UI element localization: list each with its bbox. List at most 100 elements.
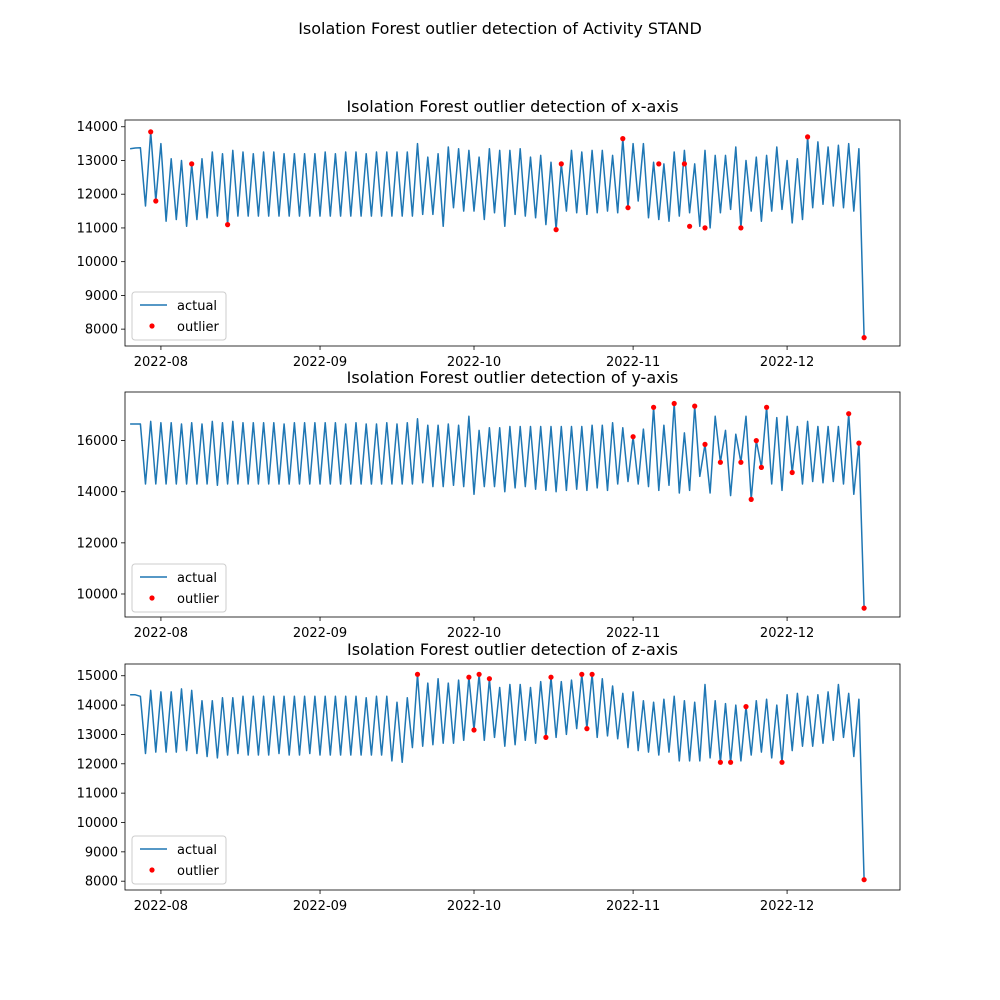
outlier-point — [148, 129, 154, 135]
x-tick-label: 2022-12 — [760, 626, 814, 641]
x-axis-ticks: 2022-08 2022-09 2022-10 2022-11 2022-12 — [134, 890, 814, 914]
outlier-points — [148, 129, 867, 341]
outlier-point — [687, 223, 693, 229]
outlier-point — [764, 404, 770, 410]
plot-frame — [124, 391, 901, 618]
outlier-point — [671, 400, 677, 407]
y-tick-label: 11000 — [77, 221, 118, 236]
outlier-point — [589, 671, 595, 677]
x-tick-label: 2022-10 — [447, 899, 501, 914]
y-tick-label: 12000 — [77, 757, 118, 772]
outlier-point — [153, 198, 159, 204]
y-tick-label: 16000 — [77, 434, 118, 449]
outlier-point — [681, 161, 688, 167]
outlier-point — [225, 222, 231, 228]
outlier-point — [471, 727, 477, 733]
legend-outlier-label: outlier — [177, 592, 220, 607]
outlier-point — [414, 671, 421, 677]
y-tick-label: 13000 — [77, 728, 118, 743]
outlier-point — [189, 161, 195, 167]
actual-series-line — [130, 673, 865, 880]
outlier-point — [651, 404, 657, 410]
outlier-point — [758, 464, 765, 470]
outlier-point — [543, 734, 549, 741]
outlier-point — [476, 671, 482, 677]
plot-frame — [124, 119, 901, 347]
y-axis-ticks: 8000 9000 10000 11000 12000 13000 14000 — [77, 120, 125, 338]
y-tick-label: 15000 — [77, 669, 118, 684]
legend-actual-label: actual — [177, 299, 217, 314]
x-tick-label: 2022-08 — [134, 899, 188, 914]
outlier-point — [486, 676, 492, 682]
outlier-point — [743, 704, 749, 710]
y-axis-ticks: 8000 9000 10000 11000 12000 13000 14000 15000 — [77, 669, 125, 890]
subplot-title: Isolation Forest outlier detection of y-… — [347, 368, 679, 387]
y-tick-label: 10000 — [77, 255, 118, 270]
outlier-point — [861, 335, 867, 341]
outlier-point — [553, 227, 559, 233]
x-tick-label: 2022-11 — [606, 899, 660, 914]
x-tick-label: 2022-11 — [606, 355, 660, 370]
x-tick-label: 2022-10 — [447, 626, 501, 641]
legend-box — [131, 563, 227, 613]
legend-outlier-swatch — [149, 867, 155, 873]
outlier-point — [717, 459, 724, 465]
legend-actual-label: actual — [177, 571, 217, 586]
x-tick-label: 2022-11 — [606, 626, 660, 641]
outlier-point — [692, 403, 698, 409]
y-tick-label: 11000 — [77, 787, 118, 802]
subplot-z-axis: Isolation Forest outlier detection of z-… — [77, 640, 901, 914]
outlier-point — [728, 759, 734, 765]
x-tick-label: 2022-08 — [134, 355, 188, 370]
outlier-point — [861, 877, 867, 883]
legend-actual-label: actual — [177, 843, 217, 858]
legend-outlier-label: outlier — [177, 864, 220, 879]
outlier-point — [805, 134, 811, 140]
legend: actual outlier — [131, 563, 227, 613]
legend-outlier-swatch — [149, 323, 155, 329]
outlier-point — [584, 726, 590, 732]
outlier-point — [702, 441, 708, 447]
legend-outlier-swatch — [149, 595, 155, 601]
outlier-point — [856, 440, 862, 446]
x-tick-label: 2022-10 — [447, 355, 501, 370]
x-axis-ticks: 2022-08 2022-09 2022-10 2022-11 2022-12 — [134, 346, 814, 370]
y-tick-label: 12000 — [77, 188, 118, 203]
legend-outlier-label: outlier — [177, 320, 220, 335]
legend: actual outlier — [131, 291, 227, 341]
y-tick-label: 8000 — [85, 323, 118, 338]
legend-box — [131, 291, 227, 341]
actual-series-line — [130, 402, 865, 609]
x-axis-ticks: 2022-08 2022-09 2022-10 2022-11 2022-12 — [134, 617, 814, 641]
outlier-point — [738, 459, 744, 465]
subplot-x-axis: Isolation Forest outlier detection of x-… — [77, 97, 901, 370]
outlier-point — [753, 438, 759, 444]
legend-box — [131, 835, 227, 885]
figure-suptitle: Isolation Forest outlier detection of Ac… — [298, 19, 702, 38]
y-tick-label: 10000 — [77, 587, 118, 602]
y-tick-label: 9000 — [85, 845, 118, 860]
subplot-title: Isolation Forest outlier detection of z-… — [347, 640, 678, 659]
y-tick-label: 10000 — [77, 816, 118, 831]
outlier-point — [625, 205, 631, 211]
y-tick-label: 8000 — [85, 875, 118, 890]
subplot-title: Isolation Forest outlier detection of x-… — [346, 97, 678, 116]
outlier-point — [466, 674, 472, 680]
outlier-point — [789, 469, 795, 476]
y-tick-label: 14000 — [77, 120, 118, 135]
actual-series-line — [129, 131, 865, 338]
outlier-point — [579, 671, 585, 677]
outlier-point — [630, 434, 636, 440]
outlier-point — [748, 496, 754, 502]
outlier-point — [779, 759, 785, 765]
x-tick-label: 2022-09 — [293, 626, 347, 641]
outlier-point — [861, 605, 867, 611]
outlier-point — [738, 225, 744, 231]
outlier-points — [630, 400, 867, 611]
outlier-point — [717, 759, 724, 765]
x-tick-label: 2022-09 — [293, 899, 347, 914]
y-tick-label: 12000 — [77, 536, 118, 551]
y-tick-label: 14000 — [77, 485, 118, 500]
